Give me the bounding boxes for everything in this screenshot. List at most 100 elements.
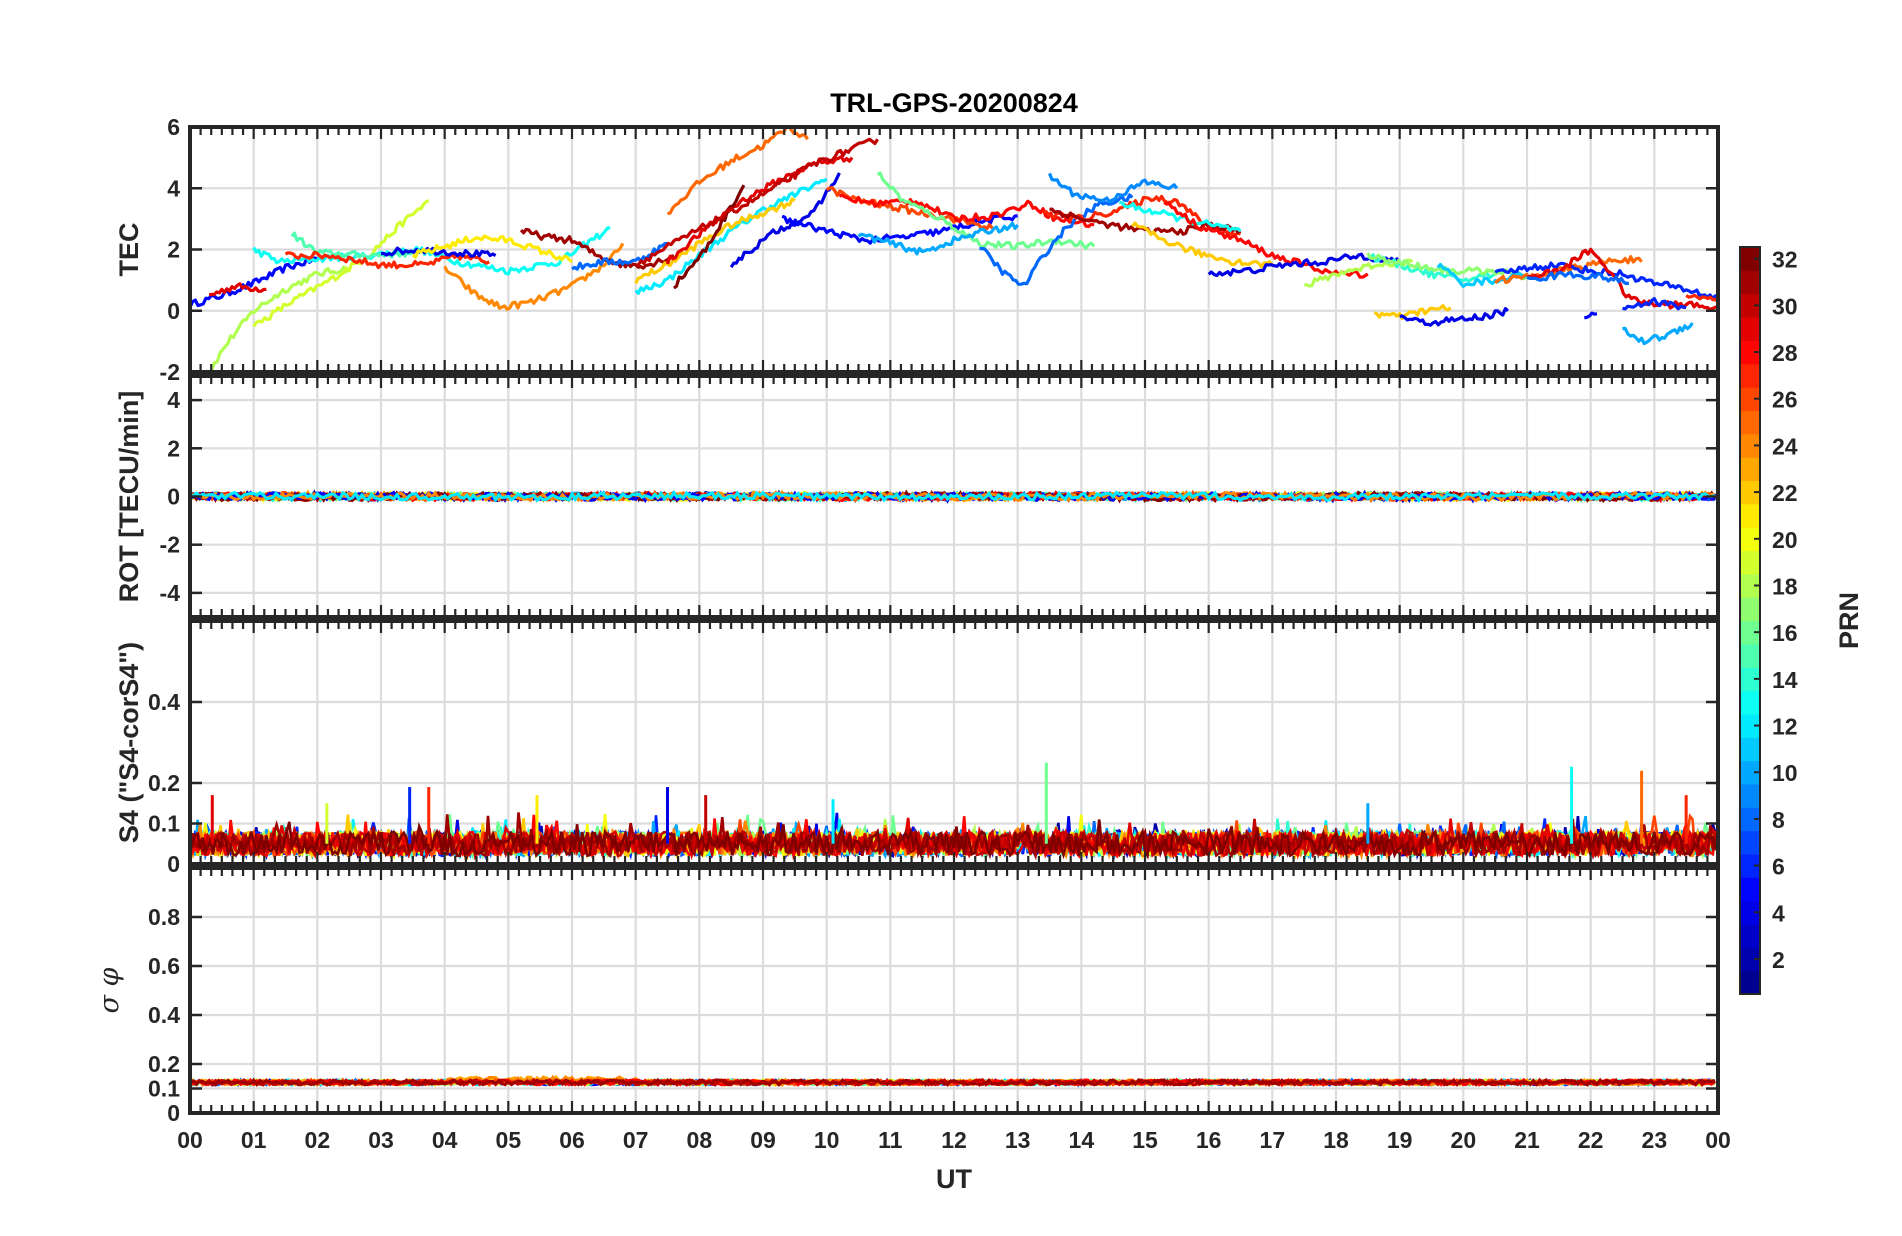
y-tick-label-tec: -2 [160, 359, 180, 385]
tec-series-prn-18 [208, 265, 351, 372]
tec-series-prn-4 [729, 172, 841, 269]
x-tick-label: 23 [1642, 1127, 1668, 1153]
tec-series-prn-8 [1526, 270, 1630, 286]
colorbar-segment [1740, 667, 1760, 692]
panel-tec: -2 0 2 4 6 TEC [114, 114, 1720, 385]
y-tick-label-sigma_phi: 0.2 [148, 1051, 180, 1077]
colorbar-tick-label: 20 [1772, 527, 1798, 553]
x-tick-label: 14 [1069, 1127, 1095, 1153]
tec-series-prn-22 [1373, 304, 1452, 321]
colorbar-segment [1740, 550, 1760, 575]
y-tick-label-rot: 2 [167, 435, 180, 461]
colorbar-frame [1739, 246, 1761, 995]
y-tick-label-tec: 6 [167, 114, 180, 140]
series-group-s4 [190, 762, 1718, 861]
tec-series-prn-22 [1131, 221, 1274, 269]
colorbar-segment [1740, 923, 1760, 948]
colorbar-segment [1740, 340, 1760, 365]
x-tick-label: 18 [1323, 1127, 1349, 1153]
tec-series-prn-10 [857, 221, 1019, 256]
x-axis-label: UT [936, 1164, 972, 1194]
colorbar-tick-label: 30 [1772, 293, 1798, 319]
colorbar-segment [1740, 807, 1760, 832]
tec-series-prn-29 [665, 155, 854, 265]
colorbar-tick-label: 18 [1772, 573, 1798, 599]
tec-series-prn-8 [979, 193, 1134, 286]
y-tick-label-s4: 0.1 [148, 811, 180, 837]
y-tick-label-s4: 0.4 [148, 689, 180, 715]
tec-series-prn-24 [443, 242, 625, 311]
colorbar-segment [1740, 457, 1760, 482]
tec-series-prn-17 [1366, 252, 1528, 281]
y-tick-label-sigma_phi: 0.1 [148, 1076, 180, 1102]
colorbar-tick-label: 24 [1772, 433, 1798, 459]
x-tick-label: 01 [241, 1127, 267, 1153]
rot-series-prn-12 [190, 490, 1716, 503]
tec-series-prn-12 [634, 177, 828, 295]
x-tick-label: 17 [1260, 1127, 1286, 1153]
colorbar-segment [1740, 387, 1760, 412]
y-tick-label-sigma_phi: 0.4 [148, 1002, 180, 1028]
colorbar-segment [1740, 760, 1760, 785]
x-tick-label: 22 [1578, 1127, 1604, 1153]
tec-series-prn-9 [1048, 172, 1179, 204]
colorbar-segment [1740, 363, 1760, 388]
series-group-rot [190, 489, 1717, 504]
y-tick-label-sigma_phi: 0 [167, 1100, 180, 1126]
colorbar-segment [1740, 410, 1760, 435]
x-tick-label: 10 [814, 1127, 840, 1153]
series-group-sigma_phi [190, 1074, 1716, 1088]
x-tick-label: 07 [623, 1127, 649, 1153]
x-tick-label: 00 [1705, 1127, 1731, 1153]
tec-series-prn-5 [1584, 311, 1598, 320]
tec-series-prn-6 [1622, 297, 1687, 311]
chart-title: TRL-GPS-20200824 [830, 88, 1078, 118]
y-axis-label-rot: ROT [TECU/min] [114, 391, 144, 602]
tec-series-prn-10 [1622, 322, 1694, 346]
y-tick-label-rot: 4 [167, 387, 180, 413]
colorbar-segment [1740, 480, 1760, 505]
colorbar-segment [1740, 433, 1760, 458]
tec-series-prn-16 [876, 171, 1096, 251]
colorbar-segment [1740, 503, 1760, 528]
tec-series-prn-31 [519, 227, 675, 270]
y-tick-label-sigma_phi: 0.8 [148, 904, 180, 930]
colorbar-segment [1740, 947, 1760, 972]
colorbar-segment [1740, 783, 1760, 808]
colorbar-segment [1740, 643, 1760, 668]
x-tick-label: 16 [1196, 1127, 1222, 1153]
panel-rot: -4 -2 0 2 4 ROT [TECU/min] [114, 374, 1720, 619]
colorbar-tick-label: 2 [1772, 947, 1785, 973]
colorbar-tick-label: 4 [1772, 900, 1785, 926]
colorbar-segment [1740, 900, 1760, 925]
colorbar-segment [1740, 247, 1760, 271]
tec-series-prn-32 [672, 184, 746, 290]
y-axis-label-sigma_phi: σ φ [94, 967, 125, 1013]
colorbar-tick-label: 10 [1772, 760, 1798, 786]
x-tick-label: 06 [559, 1127, 585, 1153]
x-tick-label: 20 [1451, 1127, 1477, 1153]
tec-series-prn-30 [635, 137, 879, 268]
sigma-series-prn-31 [190, 1077, 1716, 1088]
tec-series-prn-19 [252, 199, 430, 328]
y-tick-label-rot: -2 [160, 532, 180, 558]
series-group-tec [190, 127, 1718, 372]
colorbar-tick-label: 16 [1772, 620, 1798, 646]
panel-s4: 0 0.1 0.2 0.4S4 ("S4-corS4") [114, 619, 1720, 877]
tec-series-prn-29 [208, 282, 267, 297]
x-tick-label: 00 [177, 1127, 203, 1153]
x-tick-label: 21 [1514, 1127, 1540, 1153]
tec-series-prn-18 [1304, 258, 1414, 288]
y-tick-label-rot: -4 [160, 580, 181, 606]
colorbar-segment [1740, 597, 1760, 622]
tec-series-prn-13 [1119, 200, 1242, 233]
colorbar-tick-label: 28 [1772, 340, 1798, 366]
colorbar-segment [1740, 877, 1760, 902]
tec-series-prn-26 [825, 185, 994, 231]
s4-series-prn-32 [190, 819, 1718, 860]
colorbar-segment [1740, 713, 1760, 738]
colorbar-label: PRN [1834, 592, 1864, 649]
